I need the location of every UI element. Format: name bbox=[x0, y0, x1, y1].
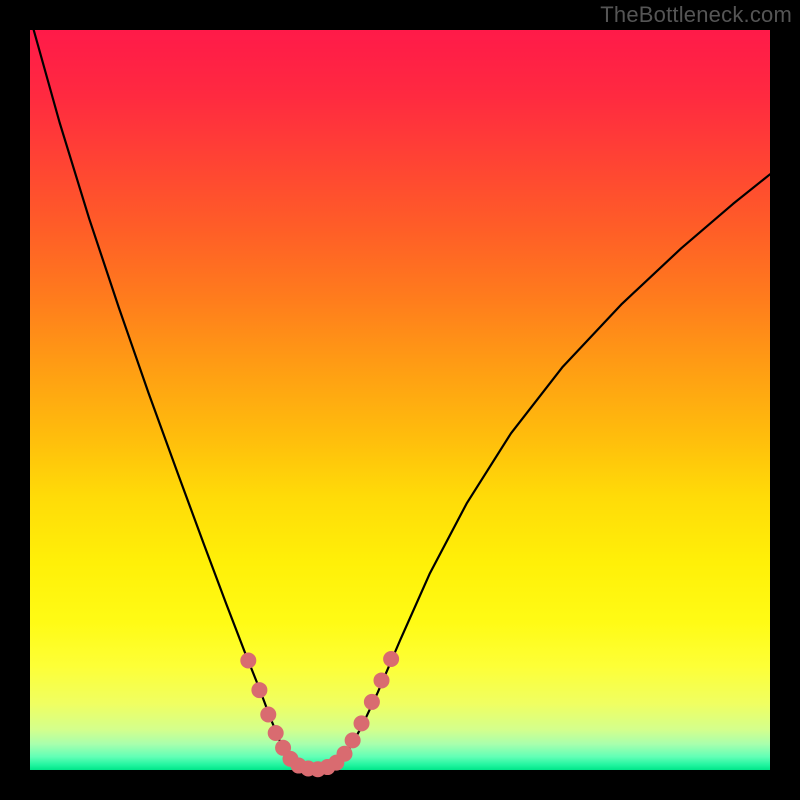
plot-background bbox=[30, 30, 770, 770]
watermark-text: TheBottleneck.com bbox=[600, 2, 792, 28]
curve-marker bbox=[383, 651, 399, 667]
chart-container: TheBottleneck.com bbox=[0, 0, 800, 800]
curve-marker bbox=[268, 725, 284, 741]
curve-marker bbox=[354, 715, 370, 731]
curve-marker bbox=[251, 682, 267, 698]
curve-marker bbox=[364, 694, 380, 710]
bottleneck-curve-chart bbox=[0, 0, 800, 800]
curve-marker bbox=[260, 707, 276, 723]
curve-marker bbox=[240, 652, 256, 668]
curve-marker bbox=[374, 672, 390, 688]
curve-marker bbox=[337, 746, 353, 762]
curve-marker bbox=[345, 732, 361, 748]
